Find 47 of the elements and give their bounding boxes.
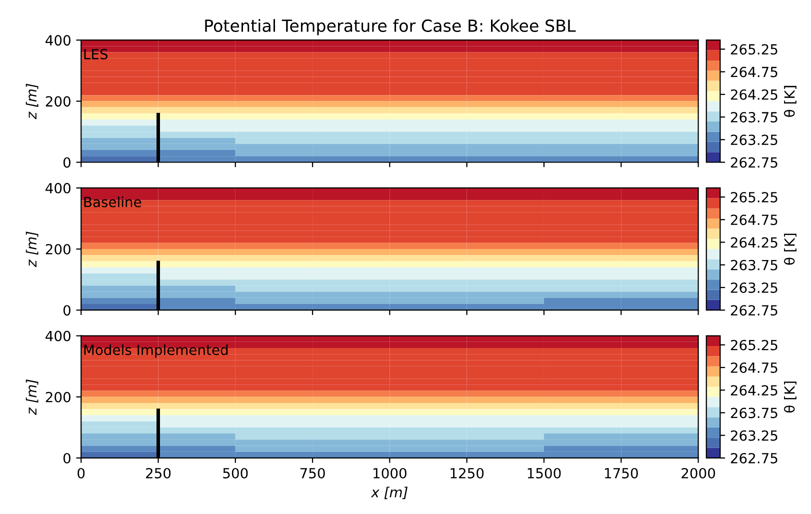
x-tick-label: 1500 [528,468,561,478]
color-bar-label: 264.75 [730,362,778,373]
color-bar-label: 264.25 [730,385,778,396]
color-bar-label: 263.25 [730,134,778,146]
color-bar-label: 265.25 [730,44,778,55]
x-tick-label: 750 [300,468,325,478]
x-tick-label: 2000 [682,468,716,478]
color-bar-label: 263.25 [730,430,778,441]
y-tick-label: 0 [63,305,70,316]
x-tick-label: 1250 [450,468,484,478]
annotation: Models Implemented [84,344,228,358]
x-tick-label: 1750 [604,468,638,478]
y-axis-title: z [m] [26,84,38,120]
y-axis-title: z [m] [26,232,38,268]
annotation: Baseline [84,196,142,208]
x-tick-label: 1000 [374,468,406,478]
color-bar-label: 262.75 [730,452,778,464]
x-tick-label: 250 [146,468,171,478]
color-bar-title: θ [K] [784,382,796,413]
color-bar-label: 264.75 [730,214,778,226]
color-bar-label: 262.75 [730,305,778,316]
annotation: LES [84,48,108,60]
y-axis-title: z [m] [26,380,38,415]
y-tick-label: 0 [63,157,70,168]
y-tick-label: 400 [46,182,70,194]
y-tick-label: 200 [46,392,70,402]
x-tick-label: 0 [78,468,85,478]
x-axis-title: x [m] [370,486,408,500]
y-tick-label: 200 [46,244,70,255]
y-tick-label: 200 [46,96,70,107]
color-bar-label: 263.75 [730,112,778,122]
color-bar-label: 263.75 [730,408,778,418]
color-bar-label: 264.75 [730,66,778,78]
color-bar-label: 265.25 [730,340,778,350]
color-bar-label: 264.25 [730,89,778,100]
y-tick-label: 400 [46,330,70,342]
color-bar-label: 263.75 [730,260,778,270]
color-bar-title: θ [K] [784,234,796,265]
color-bar-label: 263.25 [730,282,778,293]
x-tick-label: 500 [223,468,248,478]
color-bar-title: θ [K] [784,86,796,117]
y-tick-label: 0 [63,452,70,464]
y-tick-label: 400 [46,35,70,46]
color-bar-label: 265.25 [730,192,778,202]
color-bar-label: 264.25 [730,237,778,248]
color-bar-label: 262.75 [730,157,778,168]
chart-title: Potential Temperature for Case B: Kokee SBL [205,19,576,36]
